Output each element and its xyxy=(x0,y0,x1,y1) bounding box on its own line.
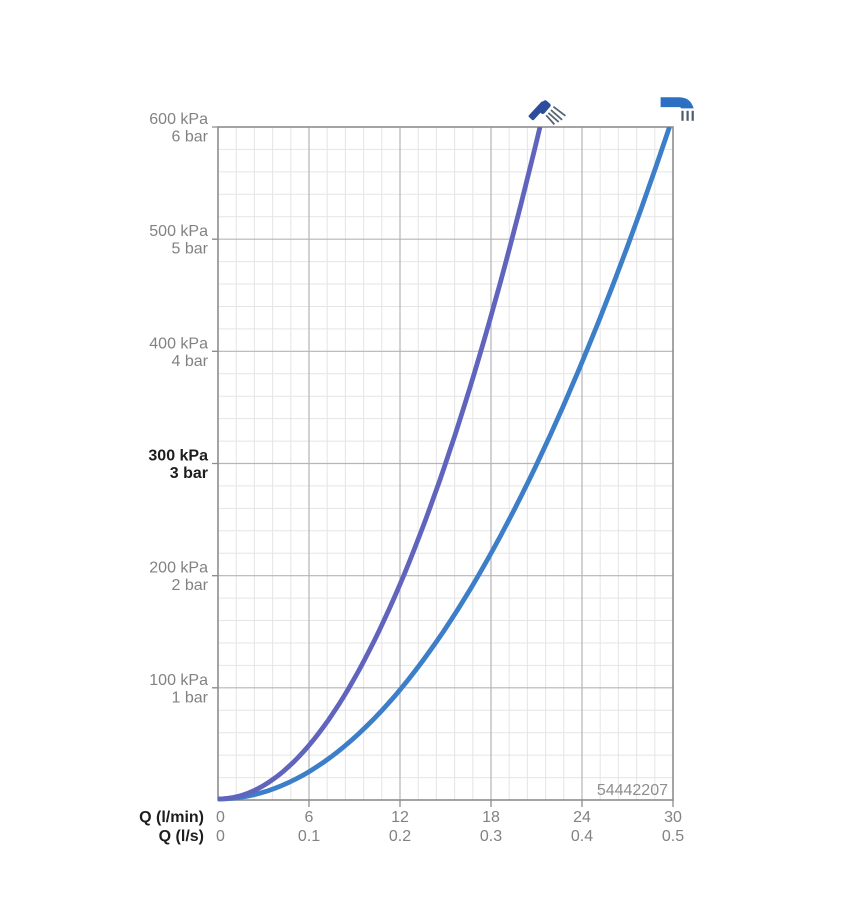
svg-text:5 bar: 5 bar xyxy=(172,241,209,258)
svg-text:30: 30 xyxy=(664,809,682,826)
svg-text:2 bar: 2 bar xyxy=(172,577,209,594)
svg-text:3 bar: 3 bar xyxy=(170,465,208,482)
svg-text:0: 0 xyxy=(216,809,225,826)
svg-text:300 kPa: 300 kPa xyxy=(148,448,208,465)
svg-text:4 bar: 4 bar xyxy=(172,353,209,370)
svg-text:6: 6 xyxy=(305,809,314,826)
svg-text:12: 12 xyxy=(391,809,409,826)
svg-text:18: 18 xyxy=(482,809,500,826)
svg-text:Q (l/min): Q (l/min) xyxy=(139,809,204,826)
svg-text:100 kPa: 100 kPa xyxy=(149,672,208,689)
svg-text:0.2: 0.2 xyxy=(389,828,411,845)
svg-text:24: 24 xyxy=(573,809,591,826)
svg-text:54442207: 54442207 xyxy=(597,782,668,799)
svg-text:200 kPa: 200 kPa xyxy=(149,560,208,577)
svg-text:0: 0 xyxy=(216,828,225,845)
svg-text:0.1: 0.1 xyxy=(298,828,320,845)
svg-text:400 kPa: 400 kPa xyxy=(149,335,208,352)
svg-text:0.4: 0.4 xyxy=(571,828,593,845)
svg-text:6 bar: 6 bar xyxy=(172,129,209,146)
svg-text:0.3: 0.3 xyxy=(480,828,502,845)
svg-text:600 kPa: 600 kPa xyxy=(149,111,208,128)
svg-text:0.5: 0.5 xyxy=(662,828,684,845)
svg-text:500 kPa: 500 kPa xyxy=(149,223,208,240)
svg-text:Q (l/s): Q (l/s) xyxy=(159,828,204,845)
svg-text:1 bar: 1 bar xyxy=(172,689,209,706)
